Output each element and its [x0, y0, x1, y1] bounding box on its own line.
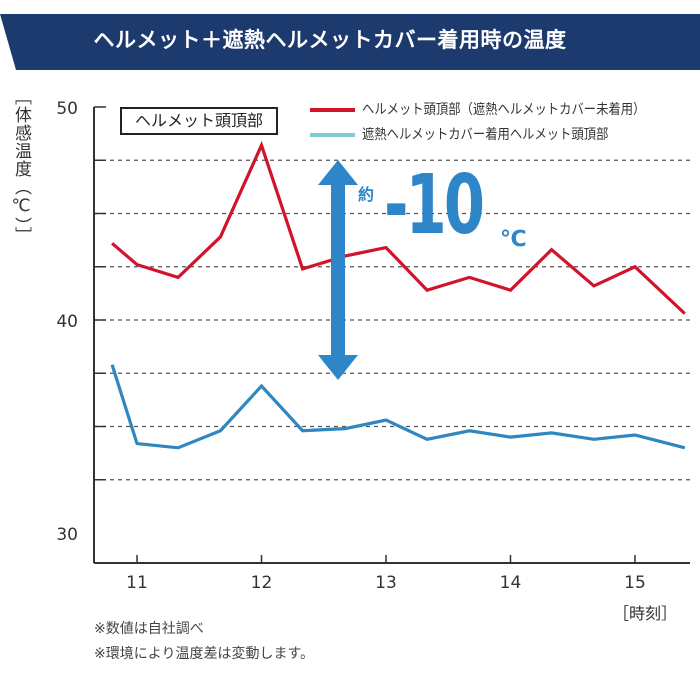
- x-tick-label: 14: [500, 573, 522, 593]
- difference-value: -10: [384, 158, 485, 253]
- y-tick-label: 30: [56, 525, 78, 545]
- y-tick-label: 50: [56, 99, 78, 119]
- x-tick-label: 15: [624, 573, 646, 593]
- series-line-1: [110, 364, 686, 450]
- approx-label: 約: [358, 185, 375, 204]
- legend-entry-uncovered: ヘルメット頭頂部（遮熱ヘルメットカバー未着用）: [362, 102, 646, 118]
- y-axis-label: ［体感温度（℃）］: [11, 88, 31, 245]
- difference-arrow-icon: [318, 160, 358, 380]
- x-tick-label: 12: [251, 573, 273, 593]
- page-title: ヘルメット＋遮熱ヘルメットカバー着用時の温度: [93, 28, 567, 52]
- x-tick-label: 13: [375, 573, 397, 593]
- x-tick-label: 11: [126, 573, 148, 593]
- x-axis-label: ［時刻］: [613, 604, 678, 623]
- series-label-box: ヘルメット頭頂部: [120, 107, 278, 135]
- legend-entry-covered: 遮熱ヘルメットカバー着用ヘルメット頭頂部: [362, 127, 609, 143]
- title-banner: [0, 14, 700, 70]
- difference-unit: ℃: [500, 227, 527, 252]
- footnote-1: ※数値は自社調べ: [94, 621, 204, 637]
- y-tick-label: 40: [56, 312, 78, 332]
- footnote-2: ※環境により温度差は変動します。: [94, 646, 315, 662]
